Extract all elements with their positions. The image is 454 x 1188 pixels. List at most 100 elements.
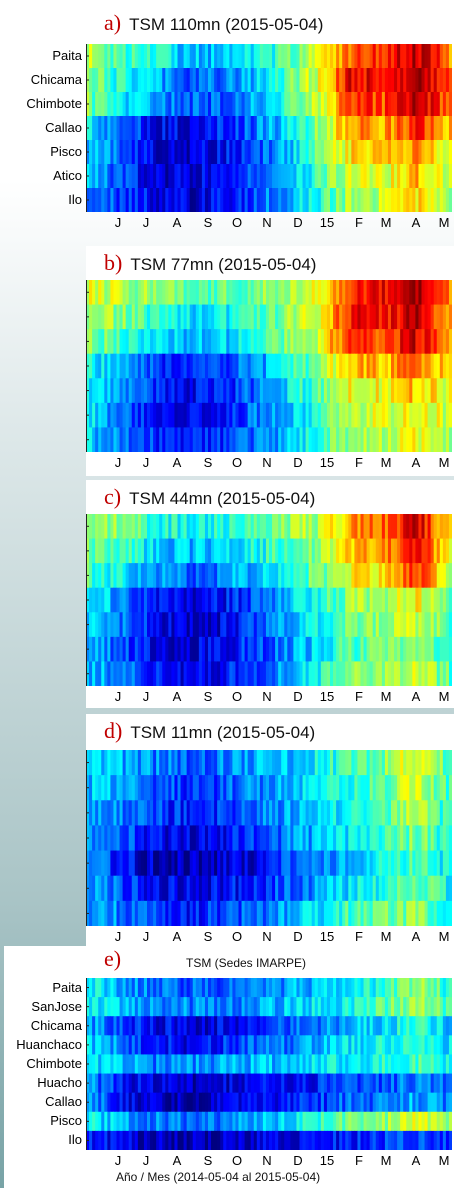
heatmap-cell [244,92,249,117]
heatmap-cell [384,1092,389,1113]
panel-d-title: d) TSM 11mn (2015-05-04) [104,718,315,744]
heatmap-cell [147,875,151,902]
heatmap-cell [387,978,392,998]
heatmap-cell [348,978,352,998]
heatmap-cell [281,538,285,564]
heatmap-cell [418,900,423,926]
heatmap-cell [165,304,169,330]
heatmap-cell [415,116,420,141]
heatmap-cell [308,427,313,452]
heatmap-cell [180,1111,185,1132]
heatmap-cell [177,402,182,429]
heatmap-cell [394,353,398,379]
heatmap-cell [305,353,310,379]
heatmap-cell [363,612,368,638]
heatmap-cell [101,538,105,564]
heatmap-cell [348,997,352,1017]
heatmap-cell [186,304,191,330]
heatmap-cell [439,188,444,212]
heatmap-cell [204,164,209,189]
heatmap-cell [250,427,255,452]
heatmap-cell [345,661,349,686]
heatmap-cell [436,587,441,613]
heatmap-cell [320,1111,325,1132]
heatmap-cell [372,775,377,801]
heatmap-cell [445,825,450,852]
heatmap-cell [195,750,200,776]
heatmap-cell [345,636,349,663]
heatmap-cell [433,800,438,827]
heatmap-cell [177,68,182,93]
heatmap-cell [305,636,310,663]
heatmap-cell [204,661,209,686]
row-label: Callao [45,1094,82,1110]
heatmap-cell [372,514,377,540]
heatmap-cell [247,1111,252,1132]
heatmap-cell [269,775,273,801]
heatmap-cell [314,402,319,429]
heatmap-cell [198,1035,203,1056]
heatmap-cell [403,997,407,1017]
heatmap-cell [147,563,151,589]
heatmap-cell [235,661,240,686]
heatmap-cell [198,775,203,801]
heatmap-cell [189,304,194,330]
heatmap-cell [430,427,435,452]
heatmap-cell [326,304,331,330]
heatmap-cell [214,280,218,306]
heatmap-cell [165,44,169,69]
heatmap-cell [323,825,328,852]
heatmap-cell [314,612,319,638]
heatmap-cell [131,304,136,330]
heatmap-cell [119,1111,124,1132]
heatmap-cell [128,1073,133,1094]
heatmap-cell [326,402,331,429]
heatmap-cell [400,1092,404,1113]
heatmap-cell [308,1073,313,1094]
heatmap-cell [272,587,276,613]
heatmap-cell [330,661,334,686]
heatmap-cell [211,636,215,663]
heatmap-cell [278,825,282,852]
heatmap-cell [250,900,255,926]
heatmap-cell [311,800,316,827]
heatmap-cell [259,900,264,926]
heatmap-cell [192,1016,197,1036]
heatmap-cell [305,612,310,638]
heatmap-cell [369,402,374,429]
heatmap-cell [409,402,413,429]
heatmap-cell [247,304,252,330]
heatmap-cell [339,1111,343,1132]
heatmap-cell [134,775,139,801]
heatmap-cell [174,997,179,1017]
heatmap-cell [211,92,215,117]
heatmap-cell [241,92,246,117]
heatmap-cell [296,1092,301,1113]
heatmap-cell [424,1035,429,1056]
heatmap-cell [445,44,450,69]
heatmap-cell [186,140,191,165]
heatmap-cell [345,92,349,117]
heatmap-cell [95,636,99,663]
heatmap-cell [281,329,285,355]
heatmap-cell [217,514,221,540]
heatmap-cell [284,1111,288,1132]
heatmap-cell [241,116,246,141]
heatmap-cell [113,612,118,638]
heatmap-cell [278,800,282,827]
heatmap-cell [113,116,118,141]
heatmap-cell [445,1111,450,1132]
heatmap-cell [137,636,142,663]
heatmap-cell [217,875,221,902]
heatmap-cell [195,353,200,379]
heatmap-cell [357,92,362,117]
heatmap-cell [113,1016,118,1036]
heatmap-cell [317,800,322,827]
heatmap-cell [143,563,148,589]
heatmap-cell [442,538,447,564]
heatmap-cell [128,800,133,827]
heatmap-cell [162,875,166,902]
heatmap-cell [323,140,328,165]
heatmap-cell [293,563,298,589]
heatmap-cell [119,997,124,1017]
